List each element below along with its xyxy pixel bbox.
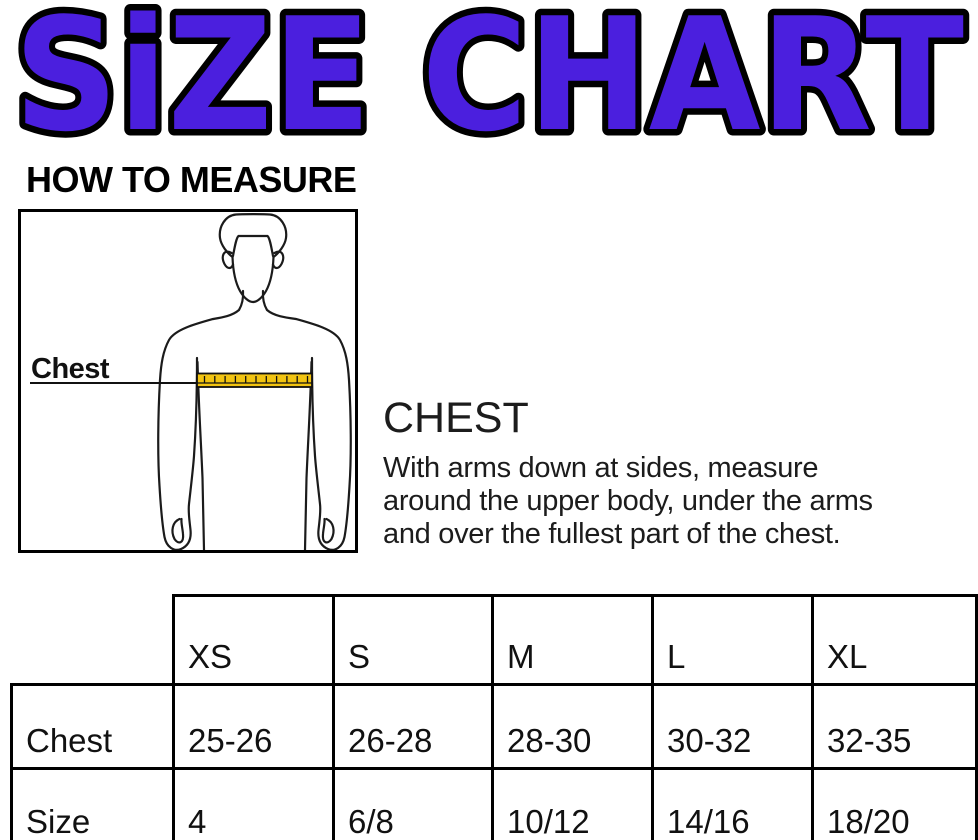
torso-left-arm xyxy=(157,317,215,550)
chest-info-line: around the upper body, under the arms xyxy=(383,485,873,517)
torso-right-arm xyxy=(294,317,352,550)
size-chart-table: XS S M L XL Chest 25-26 26-28 28-30 30-3… xyxy=(10,594,978,840)
table-row-chest: Chest 25-26 26-28 28-30 30-32 32-35 xyxy=(10,683,978,770)
torso-neck-right xyxy=(261,289,298,321)
table-header-row: XS S M L XL xyxy=(11,594,978,686)
chest-info-line: With arms down at sides, measure xyxy=(383,452,819,484)
chest-info-heading: CHEST xyxy=(383,394,529,442)
table-cell: 18/20 xyxy=(811,767,978,840)
table-col-header-m: M xyxy=(491,594,654,686)
table-cell: 26-28 xyxy=(332,683,494,770)
torso-left-thumb xyxy=(171,517,185,544)
table-cell: 10/12 xyxy=(491,767,654,840)
table-col-header-s: S xyxy=(332,594,494,686)
torso-hairline xyxy=(231,234,275,258)
page-title-banner: SiZE CHART xyxy=(8,0,971,158)
table-cell: 4 xyxy=(172,767,335,840)
torso-side-right xyxy=(303,360,313,550)
table-col-header-xs: XS xyxy=(172,594,335,686)
table-cell: 28-30 xyxy=(491,683,654,770)
table-col-header-l: L xyxy=(651,594,814,686)
chest-info-text: With arms down at sides, measure around … xyxy=(383,452,873,551)
table-row-label-size: Size xyxy=(10,767,175,840)
torso-right-thumb xyxy=(321,517,335,544)
chest-label: Chest xyxy=(31,353,110,385)
table-cell: 30-32 xyxy=(651,683,814,770)
measurement-diagram-box: Chest xyxy=(18,209,358,553)
table-cell: 32-35 xyxy=(811,683,978,770)
measuring-tape-ticks xyxy=(203,376,309,383)
torso-face-outline xyxy=(231,255,275,304)
table-cell: 25-26 xyxy=(172,683,335,770)
table-cell: 14/16 xyxy=(651,767,814,840)
torso-neck-left xyxy=(211,289,245,321)
table-row-size: Size 4 6/8 10/12 14/16 18/20 xyxy=(10,767,978,840)
torso-head-hair-outline xyxy=(218,213,288,259)
torso-left-ear xyxy=(221,250,235,270)
how-to-measure-heading: HOW TO MEASURE xyxy=(26,159,357,200)
torso-side-left xyxy=(196,360,206,550)
table-row-label-chest: Chest xyxy=(10,683,175,770)
torso-right-ear xyxy=(271,250,285,270)
torso-illustration: Chest xyxy=(30,213,352,550)
chest-info-line: and over the fullest part of the chest. xyxy=(383,518,841,550)
table-col-header-xl: XL xyxy=(811,594,978,686)
table-blank-cell xyxy=(11,595,174,685)
page-title: SiZE CHART xyxy=(14,0,964,158)
table-cell: 6/8 xyxy=(332,767,494,840)
